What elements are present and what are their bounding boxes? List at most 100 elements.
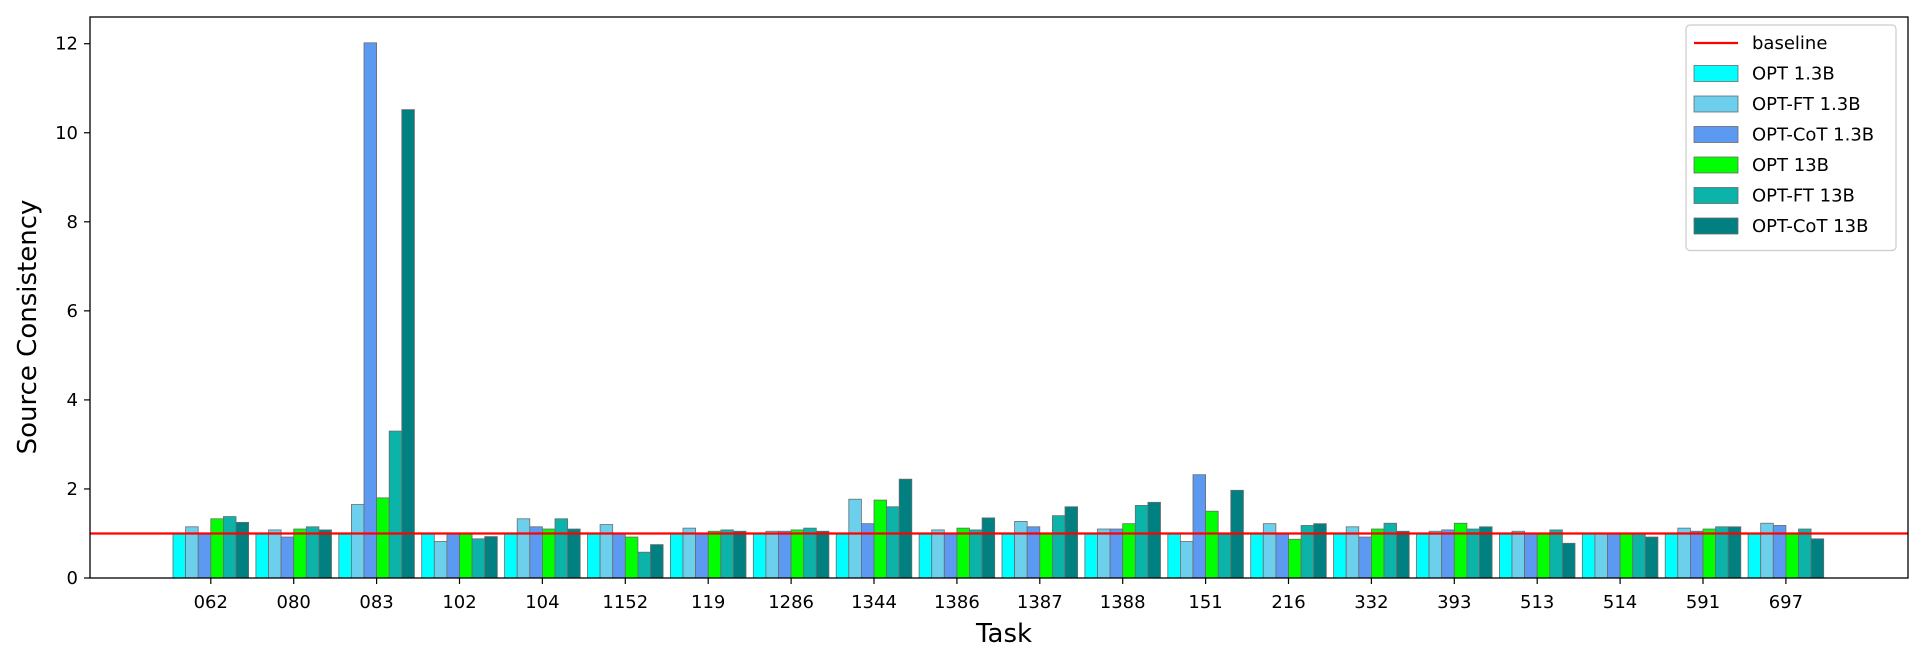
bar bbox=[1180, 541, 1194, 579]
bar bbox=[624, 536, 639, 579]
bar bbox=[1147, 501, 1161, 579]
bar bbox=[268, 529, 282, 579]
bar bbox=[1371, 528, 1385, 579]
bar bbox=[197, 533, 212, 579]
x-tick-label: 1152 bbox=[602, 592, 648, 613]
bar bbox=[1581, 533, 1596, 579]
bar bbox=[1288, 538, 1302, 579]
x-tick-label: 104 bbox=[525, 592, 559, 613]
bar bbox=[612, 533, 626, 579]
bar bbox=[293, 528, 307, 579]
bar bbox=[484, 536, 498, 579]
bar bbox=[222, 516, 237, 579]
plot-background bbox=[90, 17, 1908, 578]
bar bbox=[1064, 506, 1079, 579]
x-tick-label: 1344 bbox=[851, 592, 897, 613]
bar bbox=[1760, 522, 1774, 579]
x-tick-label: 216 bbox=[1271, 592, 1305, 613]
bar bbox=[1549, 529, 1563, 579]
x-tick-label: 393 bbox=[1437, 592, 1471, 613]
axes: 0 2 4 6 8 10 12 062 080 083 102 104 1152 119 1286 1344 1… bbox=[55, 16, 1909, 613]
bar bbox=[363, 42, 378, 579]
bar bbox=[1511, 530, 1526, 579]
bar bbox=[931, 529, 945, 579]
bar bbox=[1562, 542, 1576, 579]
legend: baseline OPT 1.3B OPT-FT 1.3B OPT-CoT 1.3B O… bbox=[1685, 24, 1897, 252]
bar bbox=[1167, 533, 1181, 579]
bar bbox=[459, 533, 473, 579]
y-tick-label: 6 bbox=[67, 301, 78, 322]
bar bbox=[280, 536, 295, 579]
bar bbox=[1785, 533, 1799, 579]
bar bbox=[376, 497, 390, 579]
bar bbox=[815, 530, 830, 579]
bar bbox=[1396, 530, 1410, 579]
bar bbox=[433, 541, 448, 579]
x-tick-label: 514 bbox=[1603, 592, 1637, 613]
legend-swatch bbox=[1693, 217, 1739, 235]
bar bbox=[446, 533, 460, 579]
bar bbox=[1313, 523, 1327, 579]
legend-swatch bbox=[1693, 156, 1739, 174]
bar bbox=[848, 498, 862, 579]
bar bbox=[1810, 538, 1825, 579]
bar bbox=[765, 530, 779, 579]
bar bbox=[835, 533, 850, 579]
bar bbox=[981, 517, 996, 579]
legend-label: baseline bbox=[1752, 33, 1827, 54]
bar bbox=[670, 533, 684, 579]
x-tick-label: 062 bbox=[194, 592, 228, 613]
y-tick-label: 12 bbox=[55, 34, 78, 55]
bar bbox=[1039, 533, 1053, 579]
bar bbox=[255, 533, 269, 579]
bar bbox=[401, 109, 415, 579]
bar bbox=[1798, 528, 1812, 579]
bar bbox=[637, 551, 651, 579]
bar bbox=[873, 499, 888, 579]
bar bbox=[1205, 510, 1219, 579]
x-tick-label: 151 bbox=[1188, 592, 1222, 613]
bar bbox=[1097, 528, 1111, 579]
bar bbox=[1664, 533, 1679, 579]
plot-area bbox=[90, 17, 1908, 578]
bar bbox=[1644, 536, 1659, 579]
bar bbox=[421, 533, 435, 579]
legend-label: OPT 1.3B bbox=[1752, 64, 1835, 85]
bar bbox=[1594, 533, 1608, 579]
legend-label: OPT-CoT 13B bbox=[1752, 216, 1868, 237]
bar bbox=[587, 533, 601, 579]
bar bbox=[516, 518, 531, 579]
bar bbox=[172, 533, 187, 579]
bar bbox=[1109, 528, 1124, 579]
x-tick-label: 591 bbox=[1686, 592, 1720, 613]
bar bbox=[1690, 530, 1704, 579]
x-tick-label: 1286 bbox=[768, 592, 814, 613]
bar bbox=[1536, 533, 1551, 579]
bar bbox=[235, 521, 250, 579]
bar bbox=[504, 533, 518, 579]
y-tick-label: 8 bbox=[67, 212, 78, 233]
bar bbox=[1134, 505, 1149, 579]
bar bbox=[861, 523, 875, 579]
bar bbox=[752, 533, 767, 579]
legend-swatch bbox=[1693, 65, 1739, 82]
bar bbox=[1084, 533, 1098, 579]
bar bbox=[567, 528, 581, 579]
bar bbox=[720, 529, 734, 579]
bar bbox=[1383, 522, 1398, 579]
x-tick-label: 119 bbox=[691, 592, 725, 613]
x-tick-label: 697 bbox=[1769, 592, 1803, 613]
x-tick-label: 513 bbox=[1520, 592, 1554, 613]
x-tick-label: 080 bbox=[277, 592, 311, 613]
bar bbox=[1747, 533, 1762, 579]
bar bbox=[1416, 533, 1430, 579]
bar bbox=[733, 530, 747, 579]
legend-label: OPT-FT 13B bbox=[1752, 186, 1855, 207]
bar bbox=[898, 478, 913, 579]
bar bbox=[1333, 533, 1347, 579]
x-tick-label: 102 bbox=[442, 592, 476, 613]
y-tick-label: 10 bbox=[55, 123, 78, 144]
legend-label: OPT 13B bbox=[1752, 155, 1829, 176]
x-tick-label: 332 bbox=[1354, 592, 1388, 613]
legend-box bbox=[1685, 24, 1897, 252]
